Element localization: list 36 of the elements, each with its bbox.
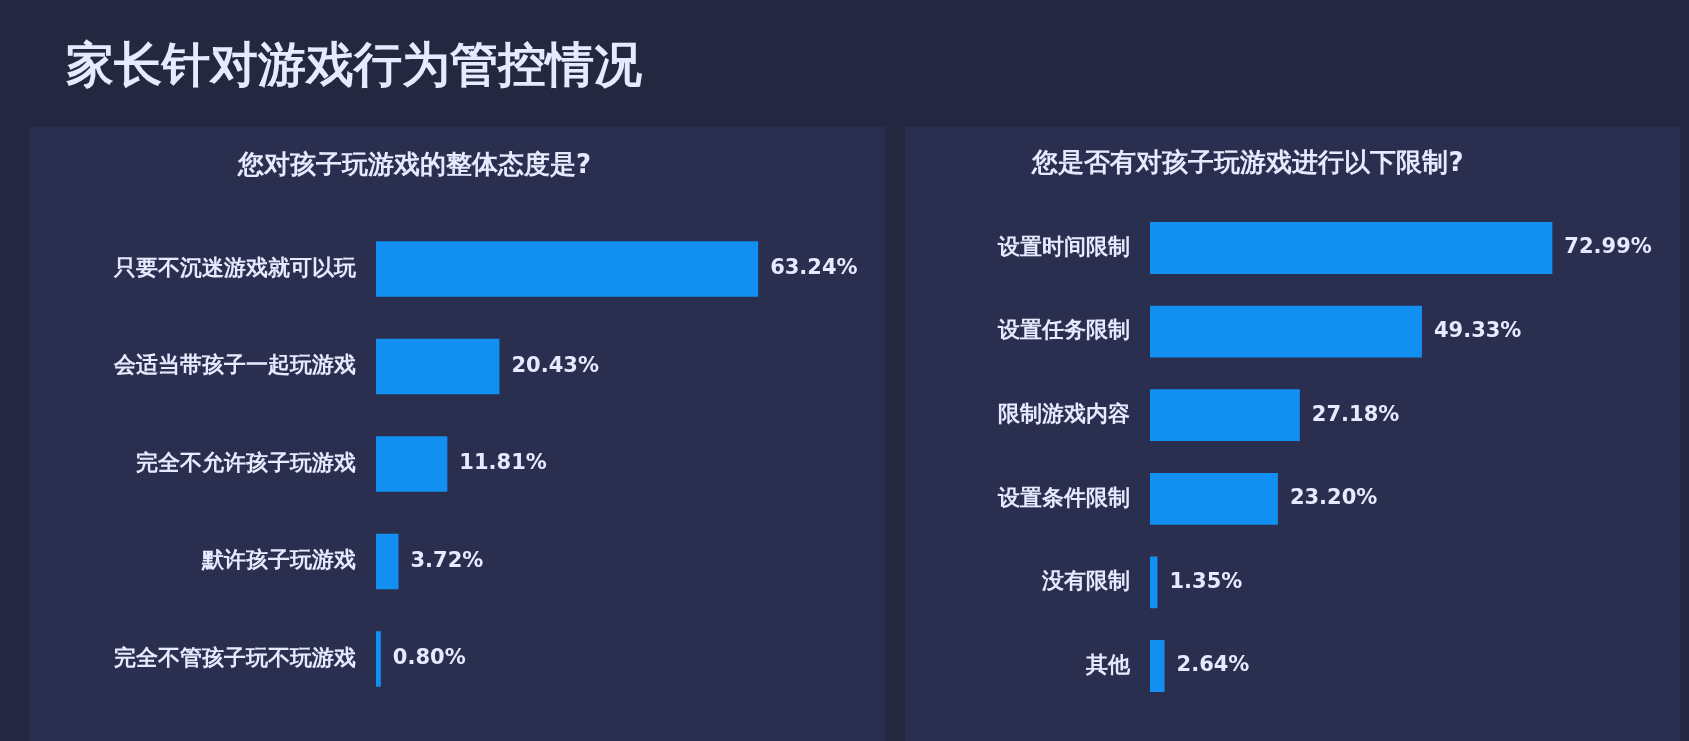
y-tick-label: 设置时间限制	[997, 233, 1130, 259]
bar	[376, 241, 759, 297]
chart-title: 您是否有对孩子玩游戏进行以下限制?	[1031, 147, 1464, 178]
y-tick-label: 完全不管孩子玩不玩游戏	[114, 644, 356, 670]
data-label: 20.43%	[511, 352, 599, 377]
bar	[376, 533, 399, 590]
y-tick-label: 限制游戏内容	[998, 400, 1130, 426]
chart-title: 家长针对游戏行为管控情况	[66, 36, 642, 92]
bar	[1150, 556, 1158, 609]
data-label: 72.99%	[1564, 234, 1652, 259]
y-tick-label: 设置任务限制	[997, 317, 1130, 343]
y-tick-label: 其他	[1085, 651, 1131, 677]
y-tick-label: 默许孩子玩游戏	[201, 547, 356, 573]
data-label: 0.80%	[392, 645, 466, 670]
y-tick-label: 完全不允许孩子玩游戏	[136, 449, 356, 475]
data-label: 3.72%	[410, 547, 484, 572]
y-tick-label: 会适当带孩子一起玩游戏	[113, 352, 356, 378]
bar	[1150, 389, 1300, 442]
bar	[376, 436, 448, 492]
data-label: 49.33%	[1433, 318, 1522, 343]
data-label: 2.64%	[1176, 652, 1250, 677]
data-label: 11.81%	[459, 450, 547, 475]
bar	[1150, 305, 1422, 358]
bar	[1150, 472, 1278, 525]
y-tick-label: 没有限制	[1041, 568, 1130, 594]
data-label: 27.18%	[1311, 401, 1400, 426]
bar	[1150, 222, 1553, 274]
bar	[1150, 640, 1165, 692]
data-label: 23.20%	[1289, 485, 1378, 510]
bar	[376, 631, 381, 687]
chart-subtitle: 您对孩子玩游戏的整体态度是?	[236, 149, 592, 180]
y-tick-label: 设置条件限制	[997, 484, 1130, 510]
data-label: 1.35%	[1169, 568, 1243, 593]
data-label: 63.24%	[770, 255, 858, 280]
bar	[376, 338, 500, 395]
y-tick-label: 只要不沉迷游戏就可以玩	[113, 254, 357, 280]
